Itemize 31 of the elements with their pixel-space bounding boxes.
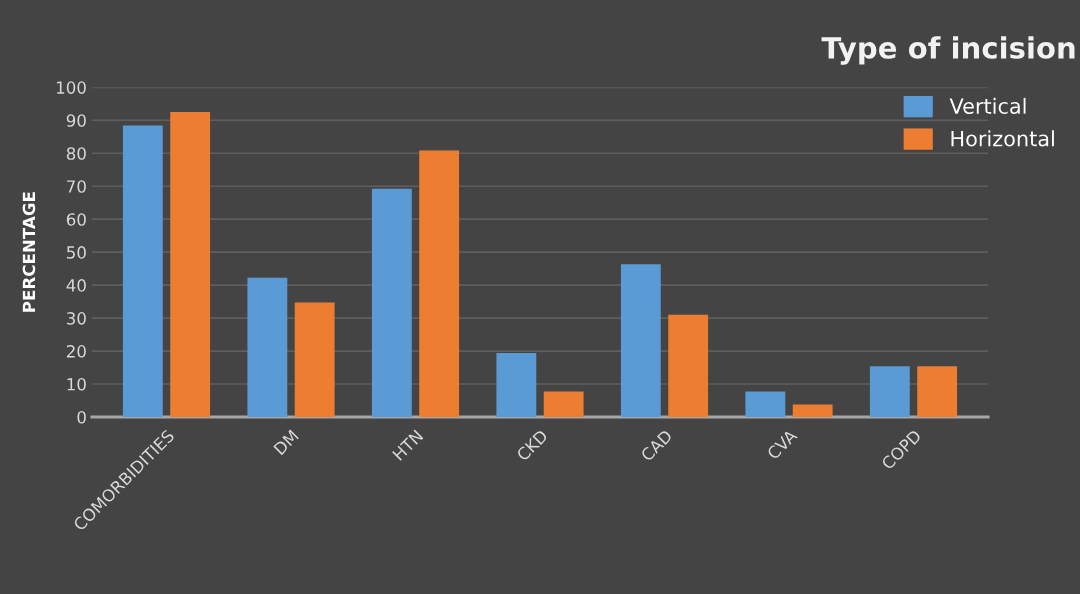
bar xyxy=(620,264,661,417)
bar xyxy=(419,150,460,417)
bar xyxy=(668,314,709,417)
y-tick-label: 100 xyxy=(56,81,86,94)
bar xyxy=(917,366,958,417)
bar xyxy=(247,277,288,417)
bar xyxy=(792,404,833,417)
y-tick-label: 50 xyxy=(67,246,86,259)
bar xyxy=(170,112,211,417)
bar xyxy=(122,125,163,417)
x-tick-label: DM xyxy=(273,429,299,456)
legend-label: Vertical xyxy=(949,97,1026,114)
y-tick-label: 70 xyxy=(67,180,86,193)
y-tick-label: 10 xyxy=(67,377,86,391)
bar xyxy=(543,391,584,417)
y-axis-title: PERCENTAGE xyxy=(22,192,36,312)
bar xyxy=(745,391,786,417)
bar xyxy=(869,366,910,417)
y-tick-label: 80 xyxy=(66,147,86,160)
y-tick-label: 40 xyxy=(66,279,86,292)
y-tick-label: 0 xyxy=(77,410,86,424)
y-tick-label: 20 xyxy=(66,345,86,358)
bar xyxy=(294,302,335,417)
legend-label: Horizontal xyxy=(951,130,1054,147)
chart-title: Type of incision xyxy=(821,36,1075,65)
y-tick-label: 90 xyxy=(66,114,86,127)
bar xyxy=(371,188,412,417)
y-tick-label: 60 xyxy=(66,213,86,226)
x-tick-label: CVA xyxy=(766,428,799,461)
y-tick-label: 30 xyxy=(67,312,86,325)
bar xyxy=(496,353,537,417)
